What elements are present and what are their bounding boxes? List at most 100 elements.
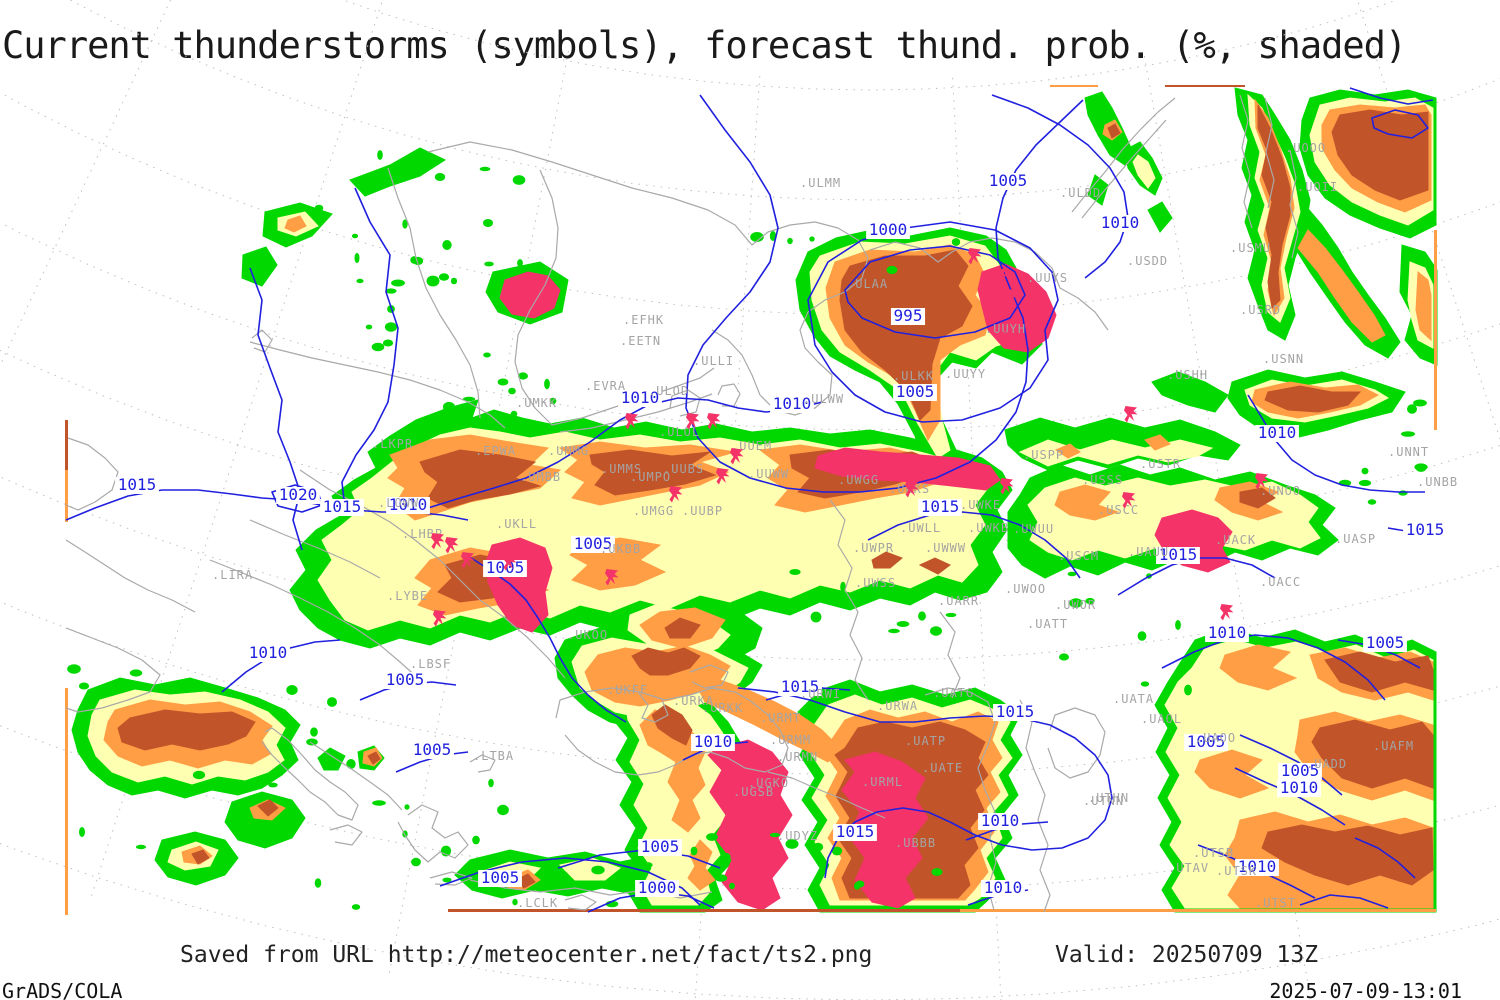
prob-speckle (831, 846, 843, 856)
station-label: .UTNN (1083, 794, 1124, 808)
station-label: .UTSK (1216, 864, 1257, 878)
prob-region-o (1144, 434, 1171, 451)
isobar-label-box (571, 536, 615, 553)
thunderstorm-symbol (1220, 604, 1234, 621)
prob-speckle (769, 832, 781, 838)
edge-strips (65, 85, 1437, 915)
station-label: .UATA (1113, 692, 1154, 706)
prob-speckle (356, 278, 364, 284)
isobar-label: 1015 (323, 497, 362, 516)
station-label: .UWLL (900, 521, 941, 535)
prob-region-r (651, 704, 693, 746)
station-label: .USCM (1058, 549, 1099, 563)
isobar-label-box (890, 308, 926, 325)
station-label: .UWOO (1005, 582, 1046, 596)
parallel-line (69, 0, 1500, 201)
station-label: .UNNT (1388, 445, 1429, 459)
prob-speckle (809, 236, 815, 242)
prob-speckle (1137, 631, 1147, 641)
station-label: .UMPO (630, 470, 671, 484)
saved-from-url-text: Saved from URL http://meteocenter.net/fa… (180, 942, 873, 968)
prob-speckle (706, 833, 718, 841)
isobar-label: 1015 (1159, 545, 1198, 564)
isobar-label-box (981, 880, 1025, 897)
prob-speckle (484, 261, 494, 267)
isobar-label: 1010 (249, 643, 288, 662)
prob-speckle (869, 591, 881, 597)
prob-speckle (544, 378, 550, 390)
station-label: .UMBB (520, 470, 561, 484)
prob-speckle (442, 877, 452, 883)
prob-region-o (1415, 271, 1432, 342)
station-label: .UTSB (1193, 846, 1234, 860)
prob-speckle (497, 378, 509, 386)
coastline (65, 539, 196, 613)
isobar-label: 1015 (781, 677, 820, 696)
station-label: .LIRA (212, 568, 253, 582)
thunderstorm-symbol (669, 486, 683, 503)
isobar-label-box (1363, 635, 1407, 652)
prob-speckle (442, 401, 456, 413)
prob-speckle (690, 846, 698, 856)
prob-region-r (1107, 123, 1121, 139)
coastline (387, 167, 481, 419)
prob-speckle (78, 682, 90, 690)
valid-time-text: Valid: 20250709 13Z (1055, 942, 1319, 968)
station-label: .UASP (1335, 532, 1376, 546)
station-label: .USTR (1140, 457, 1181, 471)
prob-speckle (1175, 620, 1181, 630)
prob-speckle (729, 882, 735, 890)
isobar-label-box (778, 679, 822, 696)
prob-region-r (419, 449, 542, 509)
station-label: .USDD (1127, 254, 1168, 268)
prob-speckle (1401, 431, 1415, 437)
station-label: .USCC (1098, 503, 1139, 517)
prob-speckle (591, 865, 605, 875)
prob-region-g (1087, 174, 1109, 206)
prob-speckle (931, 868, 943, 876)
prob-region-r (1331, 109, 1429, 201)
thunderstorm-symbol (605, 569, 619, 586)
prob-speckle (483, 352, 491, 358)
prob-speckle (371, 342, 385, 352)
isobar-label-box (986, 173, 1030, 190)
isobar-label: 1010 (984, 878, 1023, 897)
isobar-label-box (320, 499, 364, 516)
isobar-label: 1010 (981, 811, 1020, 830)
isobar-label: 1015 (118, 475, 157, 494)
isobar-label: 1005 (413, 740, 452, 759)
station-label: .UACK (1215, 533, 1256, 547)
coastline (717, 383, 741, 407)
isobar-label-box (866, 222, 910, 239)
station-label: .URML (862, 775, 903, 789)
isobar-line (1239, 734, 1343, 796)
prob-speckle (365, 324, 373, 330)
prob-speckle (310, 727, 318, 737)
prob-region-r (1264, 385, 1362, 413)
coastline (1081, 119, 1167, 219)
coastline (939, 611, 961, 699)
coastline (249, 341, 506, 429)
coastline (251, 329, 273, 353)
station-label: .USNN (1263, 352, 1304, 366)
thunderstorm-symbol (1000, 478, 1014, 495)
prob-region-r (1324, 651, 1434, 693)
isobar-label-box (478, 870, 522, 887)
station-label: .UUBS (663, 462, 704, 476)
isobar-label-box (1403, 522, 1447, 539)
coastline (249, 519, 381, 579)
prob-speckle (641, 862, 653, 868)
isobar-label: 1020 (279, 485, 318, 504)
station-label: .ULOL (659, 425, 700, 439)
station-label: .UWGG (838, 473, 879, 487)
isobar-line (1161, 634, 1386, 701)
prob-speckle (1398, 490, 1408, 496)
thunderstorm-symbol (1001, 332, 1015, 349)
prob-speckle (351, 233, 359, 239)
prob-speckle (402, 219, 408, 229)
station-label: .USSS (1082, 473, 1123, 487)
coastline (299, 469, 481, 601)
isobar-label-box (1184, 734, 1228, 751)
prob-speckle (1361, 467, 1369, 475)
coastline (767, 771, 886, 819)
